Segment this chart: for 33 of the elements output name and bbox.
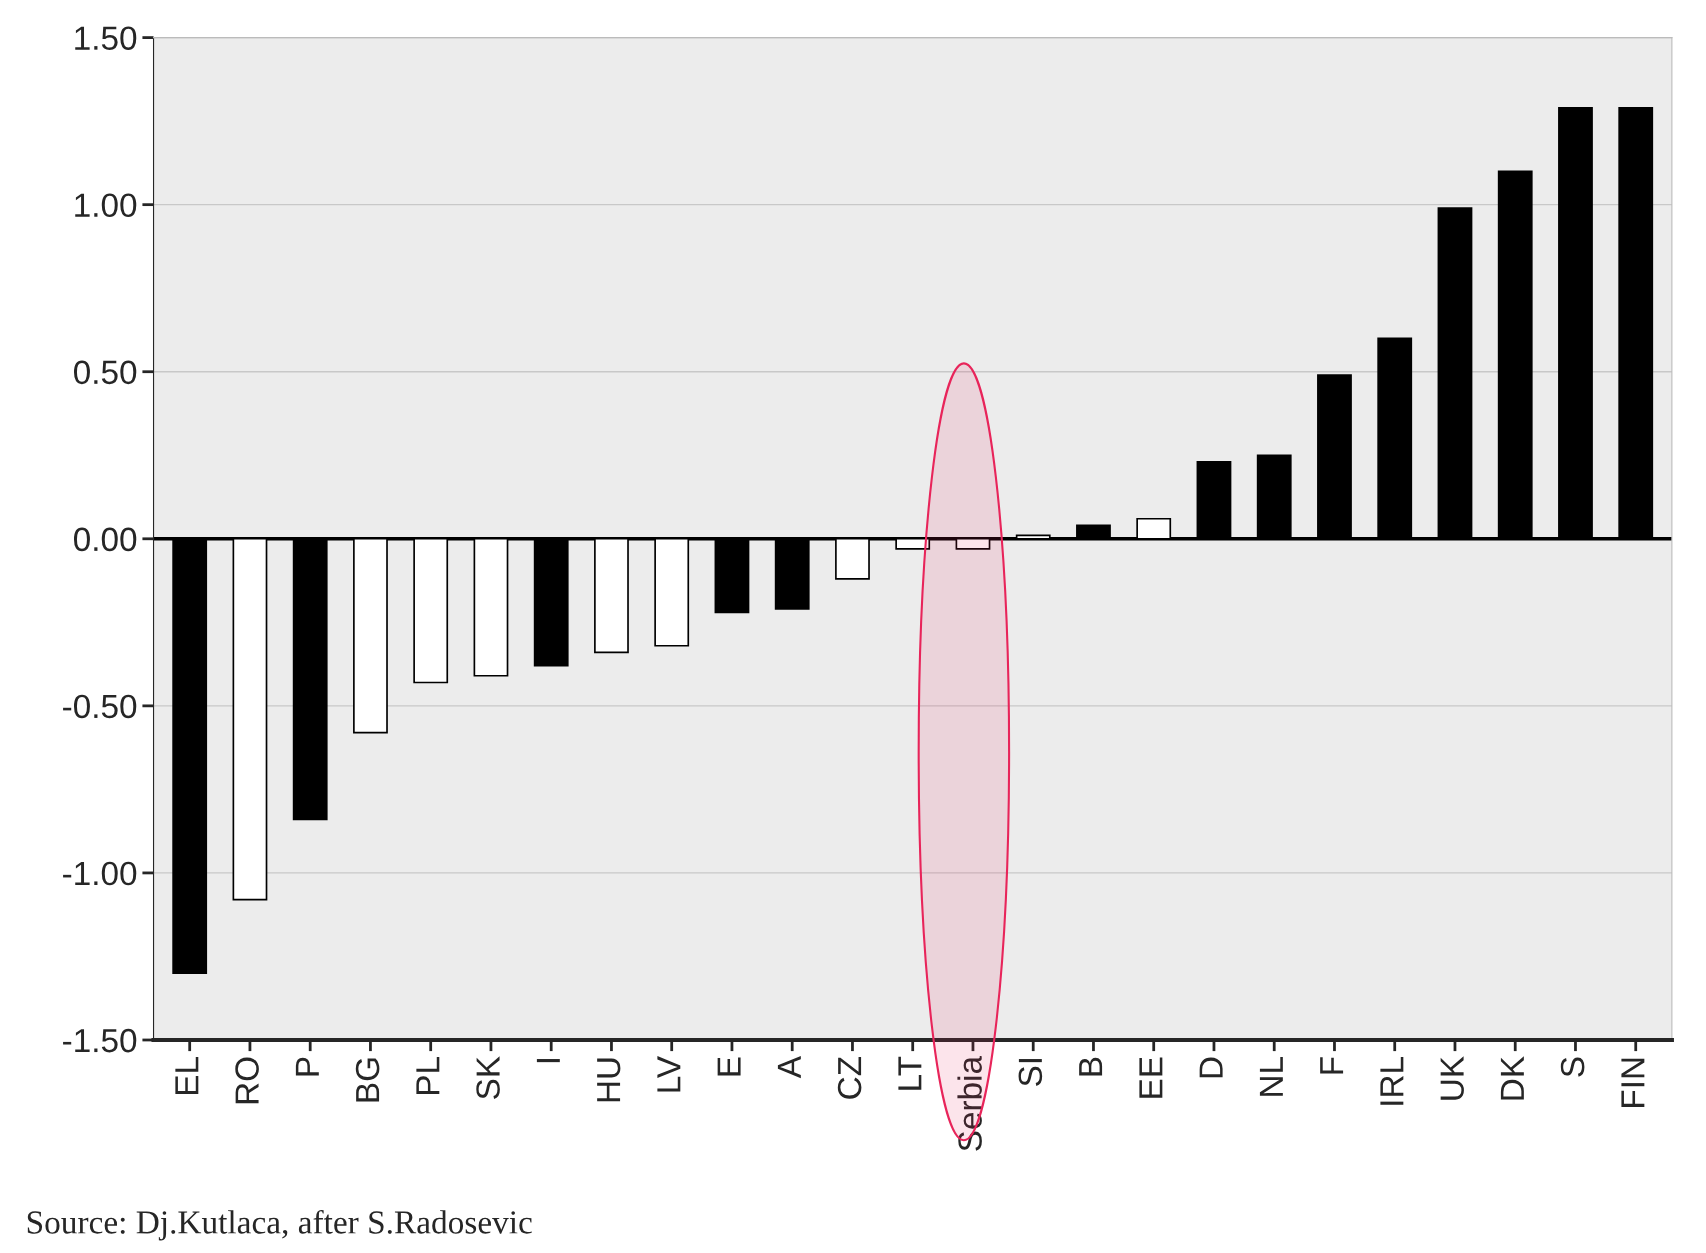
- x-tick-label: DK: [1500, 1056, 1524, 1100]
- x-tick-label: CZ: [837, 1057, 862, 1099]
- y-tick-label: -1.50: [63, 1028, 137, 1053]
- x-tick-label: A: [777, 1056, 801, 1079]
- x-tick-label: S: [1560, 1057, 1585, 1077]
- x-tick-label: LT: [898, 1056, 922, 1090]
- x-tick-label: D: [1199, 1057, 1223, 1078]
- x-tick-label: I: [536, 1059, 560, 1063]
- x-tick-label: LV: [657, 1056, 681, 1092]
- y-tick-label: 0.50: [74, 360, 137, 385]
- x-tick-label: F: [1320, 1057, 1344, 1074]
- x-tick-label: IRL: [1380, 1057, 1404, 1105]
- x-tick-label: SI: [1018, 1059, 1043, 1086]
- y-tick-label: 0.00: [74, 527, 137, 552]
- y-tick-label: -0.50: [63, 694, 137, 719]
- x-tick-label: E: [717, 1057, 741, 1076]
- x-tick-label: SK: [476, 1056, 500, 1099]
- x-tick-label: NL: [1259, 1057, 1283, 1096]
- x-tick-label: FIN: [1621, 1058, 1645, 1107]
- source-note: Source: Dj.Kutlaca, after S.Radosevic: [27, 1209, 532, 1241]
- x-tick-label: HU: [597, 1058, 621, 1102]
- x-tick-label: Serbia: [957, 1055, 982, 1151]
- x-tick-label: P: [295, 1057, 319, 1076]
- x-tick-label: EE: [1139, 1057, 1163, 1098]
- x-tick-label: UK: [1440, 1056, 1464, 1100]
- y-tick-label: 1.00: [75, 193, 137, 218]
- y-tick-label: -1.00: [63, 861, 137, 886]
- y-tick-label: 1.50: [75, 26, 137, 50]
- x-tick-label: BG: [355, 1058, 380, 1102]
- x-tick-label: PL: [416, 1057, 440, 1094]
- x-tick-label: EL: [175, 1057, 199, 1094]
- x-tick-label: B: [1079, 1057, 1103, 1076]
- x-tick-label: RO: [235, 1057, 259, 1104]
